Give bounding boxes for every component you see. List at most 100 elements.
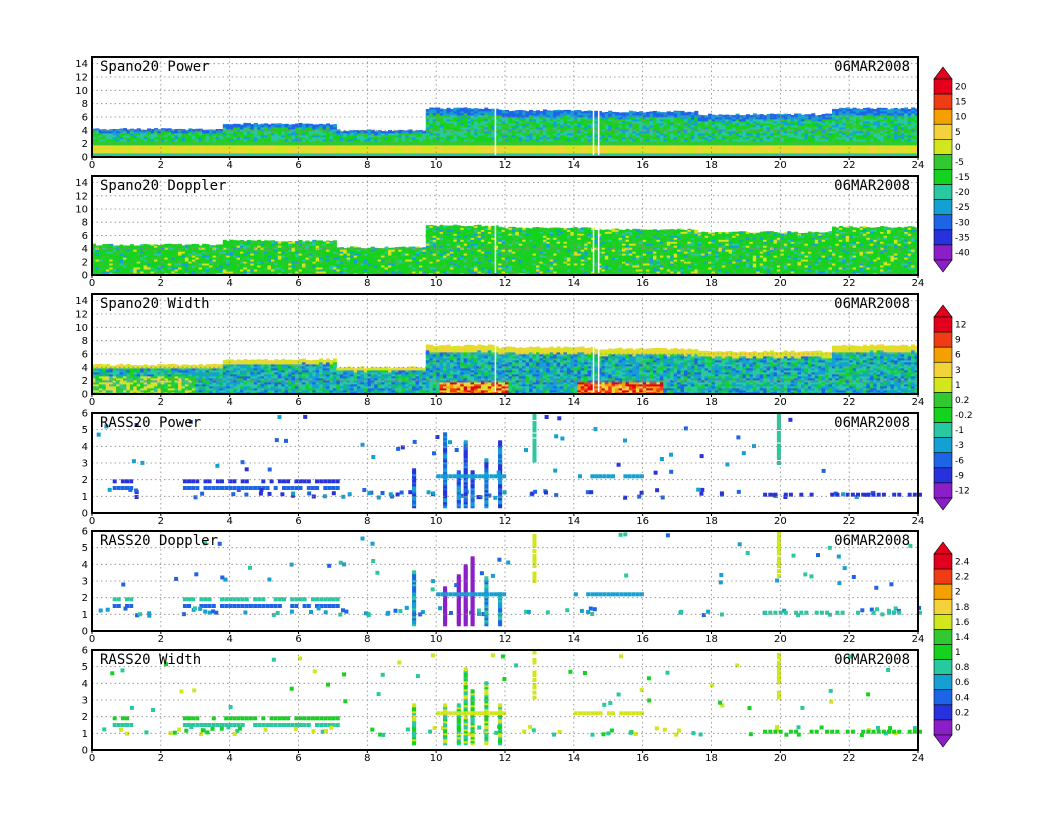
heat-cell: [563, 135, 568, 138]
heat-cell: [264, 125, 269, 128]
heat-cell: [222, 147, 227, 150]
heat-cell: [312, 147, 317, 150]
heat-cell: [195, 151, 200, 154]
heat-cell: [563, 119, 568, 122]
heat-cell: [687, 111, 692, 114]
heat-cell: [560, 110, 565, 112]
heat-cell: [105, 135, 110, 138]
heat-cell: [646, 153, 651, 156]
heat-cell: [126, 133, 131, 136]
heat-cell: [143, 139, 148, 142]
heat-cell: [604, 125, 609, 128]
heat-cell: [628, 127, 633, 130]
heat-cell: [566, 121, 571, 124]
heat-cell: [219, 137, 224, 140]
heat-cell: [443, 119, 447, 122]
heat-cell: [212, 139, 217, 142]
heat-cell: [484, 137, 489, 140]
heat-cell: [677, 143, 682, 146]
heat-cell: [222, 151, 227, 154]
heat-cell: [147, 143, 152, 146]
heat-cell: [649, 131, 654, 134]
heat-cell: [584, 127, 589, 130]
heat-cell: [608, 153, 613, 156]
heat-cell: [253, 139, 258, 142]
heat-cell: [659, 143, 664, 146]
heat-cell: [425, 133, 430, 136]
heat-cell: [167, 149, 172, 152]
heat-cell: [343, 133, 348, 136]
heat-cell: [326, 123, 330, 126]
heat-cell: [329, 141, 334, 144]
heat-cell: [253, 131, 258, 134]
heat-cell: [474, 149, 478, 152]
heat-cell: [463, 125, 468, 128]
heat-cell: [601, 141, 606, 144]
heat-cell: [677, 151, 682, 154]
heat-cell: [570, 129, 575, 132]
heat-cell: [119, 151, 124, 154]
heat-cell: [542, 145, 547, 148]
heat-cell: [267, 147, 272, 150]
heat-cell: [298, 151, 303, 154]
heat-cell: [604, 145, 609, 148]
heat-cell: [625, 149, 630, 152]
heat-cell: [191, 151, 196, 154]
heat-cell: [501, 153, 506, 156]
heat-cell: [215, 141, 220, 144]
heat-cell: [546, 127, 551, 130]
heat-cell: [501, 117, 506, 120]
heat-cell: [264, 143, 269, 146]
heat-cell: [178, 151, 182, 154]
heat-cell: [233, 135, 238, 138]
heat-cell: [470, 145, 475, 148]
heat-cell: [570, 135, 575, 138]
heat-cell: [381, 151, 386, 154]
heat-cell: [419, 139, 423, 142]
heat-cell: [112, 147, 117, 150]
heat-cell: [684, 113, 688, 116]
heat-cell: [322, 143, 327, 146]
heat-cell: [508, 111, 513, 114]
heat-cell: [463, 117, 468, 120]
heat-cell: [484, 117, 489, 120]
heat-cell: [653, 141, 657, 144]
heat-cell: [377, 153, 382, 156]
heat-cell: [470, 129, 475, 132]
heat-cell: [264, 123, 269, 126]
heat-cell: [508, 141, 513, 144]
heat-cell: [573, 127, 578, 130]
heat-cell: [604, 141, 609, 144]
heat-cell: [422, 130, 427, 132]
heat-cell: [549, 149, 554, 152]
heat-cell: [425, 127, 430, 130]
heat-cell: [680, 110, 685, 112]
heat-cell: [594, 127, 599, 130]
heat-cell: [525, 113, 530, 116]
heat-cell: [474, 121, 478, 124]
heat-cell: [656, 117, 661, 120]
heat-cell: [525, 139, 530, 142]
heat-cell: [577, 131, 582, 134]
heat-cell: [205, 153, 210, 156]
heat-cell: [690, 125, 695, 128]
heat-cell: [618, 129, 623, 132]
heat-cell: [608, 145, 613, 148]
heat-cell: [487, 115, 492, 118]
heat-cell: [432, 123, 437, 126]
heat-cell: [274, 135, 279, 138]
heat-cell: [622, 112, 626, 114]
heat-cell: [649, 117, 654, 120]
heat-cell: [391, 137, 396, 140]
heat-cell: [336, 143, 341, 146]
heat-cell: [539, 149, 544, 152]
heat-cell: [663, 133, 668, 136]
heat-cell: [305, 151, 310, 154]
heat-cell: [284, 133, 289, 136]
heat-cell: [449, 111, 454, 114]
heat-cell: [539, 121, 544, 124]
heat-cell: [401, 135, 406, 138]
heat-cell: [136, 128, 141, 130]
heat-cell: [491, 117, 496, 120]
heat-cell: [301, 153, 306, 156]
